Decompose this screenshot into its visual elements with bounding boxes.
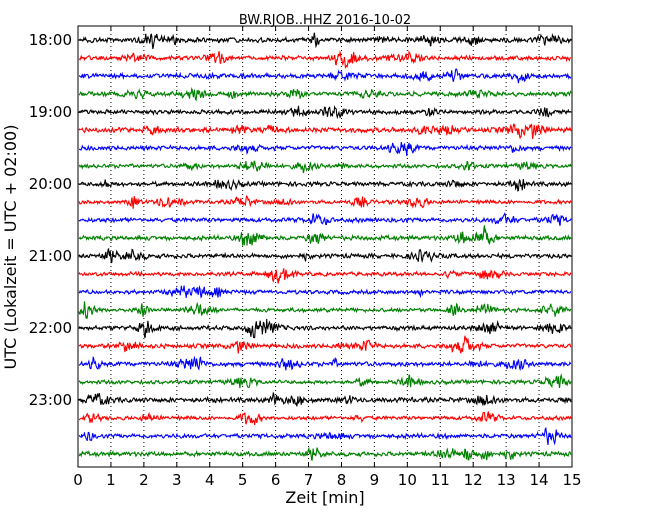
y-tick-label: 20:00	[29, 175, 72, 193]
x-tick-label: 2	[139, 471, 149, 489]
x-tick-label: 7	[304, 471, 314, 489]
trace-1945	[78, 160, 572, 174]
x-axis-label: Zeit [min]	[285, 488, 364, 507]
trace-2030	[78, 212, 572, 226]
trace-1845	[78, 87, 572, 102]
trace-2000	[78, 178, 572, 192]
trace-2330	[78, 426, 572, 446]
x-tick-label: 0	[73, 471, 83, 489]
x-tick-label: 12	[464, 471, 483, 489]
trace-2315	[78, 411, 572, 426]
seismic-traces	[78, 32, 572, 461]
trace-2145	[78, 301, 572, 319]
x-tick-label: 10	[398, 471, 417, 489]
chart-title: BW.RJOB..HHZ 2016-10-02	[239, 13, 411, 28]
trace-1900	[78, 105, 572, 120]
trace-2245	[78, 373, 572, 389]
x-tick-label: 6	[271, 471, 281, 489]
y-tick-label: 21:00	[29, 247, 72, 265]
y-axis-ticks: 18:00 19:00 20:00 21:00 22:00 23:00	[29, 31, 572, 409]
grid-lines	[110, 26, 540, 467]
trace-2130	[78, 285, 572, 299]
x-tick-label: 3	[172, 471, 182, 489]
trace-2200	[78, 318, 572, 339]
trace-2300	[78, 391, 572, 407]
trace-2215	[78, 335, 572, 354]
x-tick-label: 9	[370, 471, 380, 489]
trace-1815	[78, 49, 572, 69]
trace-2045	[78, 225, 572, 246]
y-tick-label: 18:00	[29, 31, 72, 49]
y-tick-label: 19:00	[29, 103, 72, 121]
trace-2230	[78, 355, 572, 372]
trace-2015	[78, 195, 572, 209]
trace-1930	[78, 142, 572, 157]
x-tick-label: 15	[562, 471, 581, 489]
x-tick-label: 4	[205, 471, 215, 489]
x-tick-label: 13	[497, 471, 516, 489]
y-axis-label: UTC (Lokalzeit = UTC + 02:00)	[1, 125, 20, 370]
trace-2100	[78, 248, 572, 264]
y-tick-label: 23:00	[29, 391, 72, 409]
x-tick-label: 5	[238, 471, 248, 489]
x-tick-label: 11	[431, 471, 450, 489]
trace-2115	[78, 268, 572, 284]
trace-1915	[78, 123, 572, 140]
trace-1800	[78, 32, 572, 50]
y-tick-label: 22:00	[29, 319, 72, 337]
x-axis-ticks: 0 1 2 3 4 5 6 7 8 9 10 11 12 13 14 15	[73, 26, 582, 489]
trace-2345	[78, 446, 572, 461]
x-tick-label: 14	[530, 471, 549, 489]
x-tick-label: 8	[337, 471, 347, 489]
plot-frame	[77, 25, 573, 468]
trace-1830	[78, 68, 572, 84]
x-tick-label: 1	[106, 471, 116, 489]
